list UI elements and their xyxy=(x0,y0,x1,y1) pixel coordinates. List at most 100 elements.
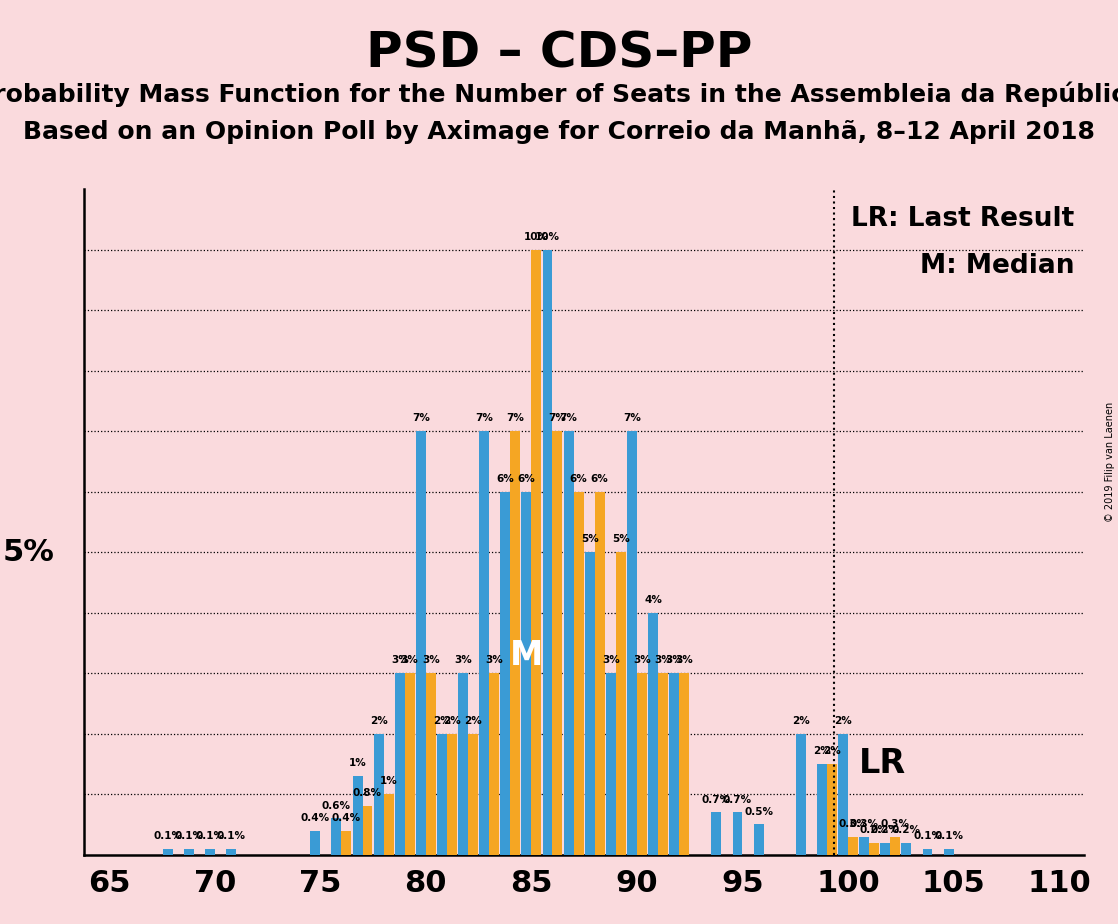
Text: 3%: 3% xyxy=(675,655,693,665)
Bar xyxy=(754,824,764,855)
Text: 6%: 6% xyxy=(590,474,608,484)
Text: © 2019 Filip van Laenen: © 2019 Filip van Laenen xyxy=(1106,402,1115,522)
Text: 7%: 7% xyxy=(623,413,641,423)
Bar xyxy=(922,848,932,855)
Bar xyxy=(552,432,562,855)
Bar xyxy=(711,812,721,855)
Text: 3%: 3% xyxy=(665,655,683,665)
Text: LR: LR xyxy=(860,748,907,781)
Bar xyxy=(563,432,574,855)
Text: 0.6%: 0.6% xyxy=(322,800,351,810)
Bar xyxy=(616,553,626,855)
Text: PSD – CDS–PP: PSD – CDS–PP xyxy=(366,30,752,78)
Bar xyxy=(362,807,372,855)
Text: 3%: 3% xyxy=(421,655,439,665)
Bar xyxy=(373,734,383,855)
Bar xyxy=(426,674,436,855)
Bar xyxy=(162,848,172,855)
Text: 2%: 2% xyxy=(834,716,852,726)
Bar xyxy=(331,819,341,855)
Text: 6%: 6% xyxy=(518,474,536,484)
Bar xyxy=(944,848,954,855)
Text: 3%: 3% xyxy=(601,655,619,665)
Bar xyxy=(205,848,215,855)
Text: 2%: 2% xyxy=(443,716,461,726)
Bar xyxy=(732,812,742,855)
Bar xyxy=(595,492,605,855)
Text: 0.1%: 0.1% xyxy=(217,831,245,841)
Bar xyxy=(311,831,320,855)
Text: 0.2%: 0.2% xyxy=(892,825,921,834)
Bar xyxy=(637,674,647,855)
Text: 0.1%: 0.1% xyxy=(174,831,203,841)
Text: 7%: 7% xyxy=(411,413,429,423)
Bar xyxy=(501,492,510,855)
Text: 3%: 3% xyxy=(654,655,672,665)
Bar xyxy=(901,843,911,855)
Bar xyxy=(796,734,806,855)
Text: Based on an Opinion Poll by Aximage for Correio da Manhã, 8–12 April 2018: Based on an Opinion Poll by Aximage for … xyxy=(23,120,1095,144)
Bar xyxy=(437,734,447,855)
Bar xyxy=(542,249,552,855)
Bar xyxy=(890,836,900,855)
Bar xyxy=(679,674,689,855)
Text: 0.1%: 0.1% xyxy=(196,831,225,841)
Bar xyxy=(648,613,659,855)
Bar xyxy=(383,795,394,855)
Bar xyxy=(458,674,468,855)
Text: 0.7%: 0.7% xyxy=(723,795,752,805)
Text: 2%: 2% xyxy=(370,716,388,726)
Text: 3%: 3% xyxy=(633,655,651,665)
Text: 2%: 2% xyxy=(823,746,841,756)
Bar xyxy=(352,776,362,855)
Bar xyxy=(817,764,827,855)
Bar xyxy=(226,848,236,855)
Bar xyxy=(416,432,426,855)
Text: 0.3%: 0.3% xyxy=(838,819,868,829)
Text: 0.5%: 0.5% xyxy=(745,807,774,817)
Text: 10%: 10% xyxy=(524,232,549,242)
Text: 3%: 3% xyxy=(485,655,503,665)
Text: 6%: 6% xyxy=(496,474,514,484)
Text: 3%: 3% xyxy=(454,655,472,665)
Text: 2%: 2% xyxy=(813,746,831,756)
Text: 2%: 2% xyxy=(433,716,451,726)
Bar xyxy=(606,674,616,855)
Bar xyxy=(670,674,679,855)
Bar xyxy=(405,674,415,855)
Text: 5%: 5% xyxy=(612,534,629,544)
Bar xyxy=(627,432,637,855)
Bar xyxy=(659,674,667,855)
Bar xyxy=(880,843,890,855)
Text: 0.1%: 0.1% xyxy=(913,831,942,841)
Text: 0.8%: 0.8% xyxy=(353,788,382,798)
Bar xyxy=(521,492,531,855)
Bar xyxy=(510,432,520,855)
Text: 3%: 3% xyxy=(391,655,409,665)
Text: 1%: 1% xyxy=(380,776,397,786)
Bar xyxy=(827,764,837,855)
Text: 5%: 5% xyxy=(3,538,55,566)
Text: 7%: 7% xyxy=(549,413,567,423)
Bar xyxy=(183,848,193,855)
Bar xyxy=(531,249,541,855)
Text: 0.2%: 0.2% xyxy=(871,825,900,834)
Text: 0.1%: 0.1% xyxy=(153,831,182,841)
Bar xyxy=(447,734,457,855)
Text: 0.4%: 0.4% xyxy=(301,812,330,822)
Text: LR: Last Result: LR: Last Result xyxy=(851,206,1074,232)
Text: 5%: 5% xyxy=(581,534,598,544)
Bar xyxy=(395,674,405,855)
Bar xyxy=(838,734,849,855)
Bar xyxy=(480,432,490,855)
Text: 6%: 6% xyxy=(570,474,587,484)
Text: M: M xyxy=(510,638,543,672)
Text: 3%: 3% xyxy=(401,655,418,665)
Text: 7%: 7% xyxy=(560,413,578,423)
Bar xyxy=(860,836,869,855)
Bar xyxy=(468,734,479,855)
Text: 7%: 7% xyxy=(475,413,493,423)
Text: 4%: 4% xyxy=(644,595,662,605)
Bar xyxy=(869,843,879,855)
Text: 2%: 2% xyxy=(464,716,482,726)
